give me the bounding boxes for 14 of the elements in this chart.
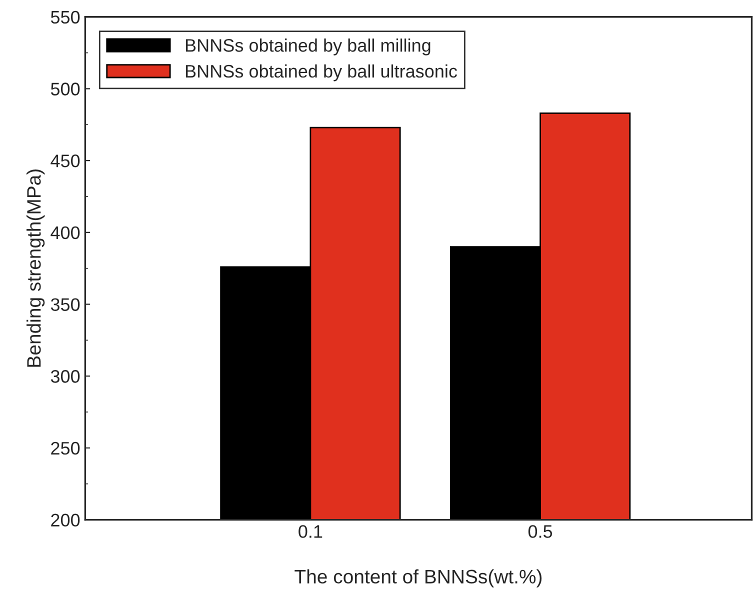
y-tick-label: 550	[50, 10, 80, 24]
legend-label: BNNSs obtained by ball milling	[186, 38, 430, 56]
y-tick-label: 450	[50, 154, 80, 168]
y-tick-label: 400	[50, 226, 80, 240]
x-tick-label: 0.1	[298, 525, 322, 538]
x-tick-label: 0.5	[528, 525, 552, 538]
x-axis-title: The content of BNNSs(wt.%)	[294, 569, 542, 588]
y-tick-label: 350	[50, 298, 80, 311]
y-tick-label: 250	[51, 442, 80, 455]
y-axis-title: Bending strength(MPa)	[26, 170, 45, 367]
legend-label: BNNSs obtained by ball ultrasonic	[186, 64, 458, 82]
y-tick-label: 200	[51, 514, 80, 527]
y-tick-label: 300	[50, 370, 80, 383]
y-tick-label: 500	[50, 82, 80, 96]
